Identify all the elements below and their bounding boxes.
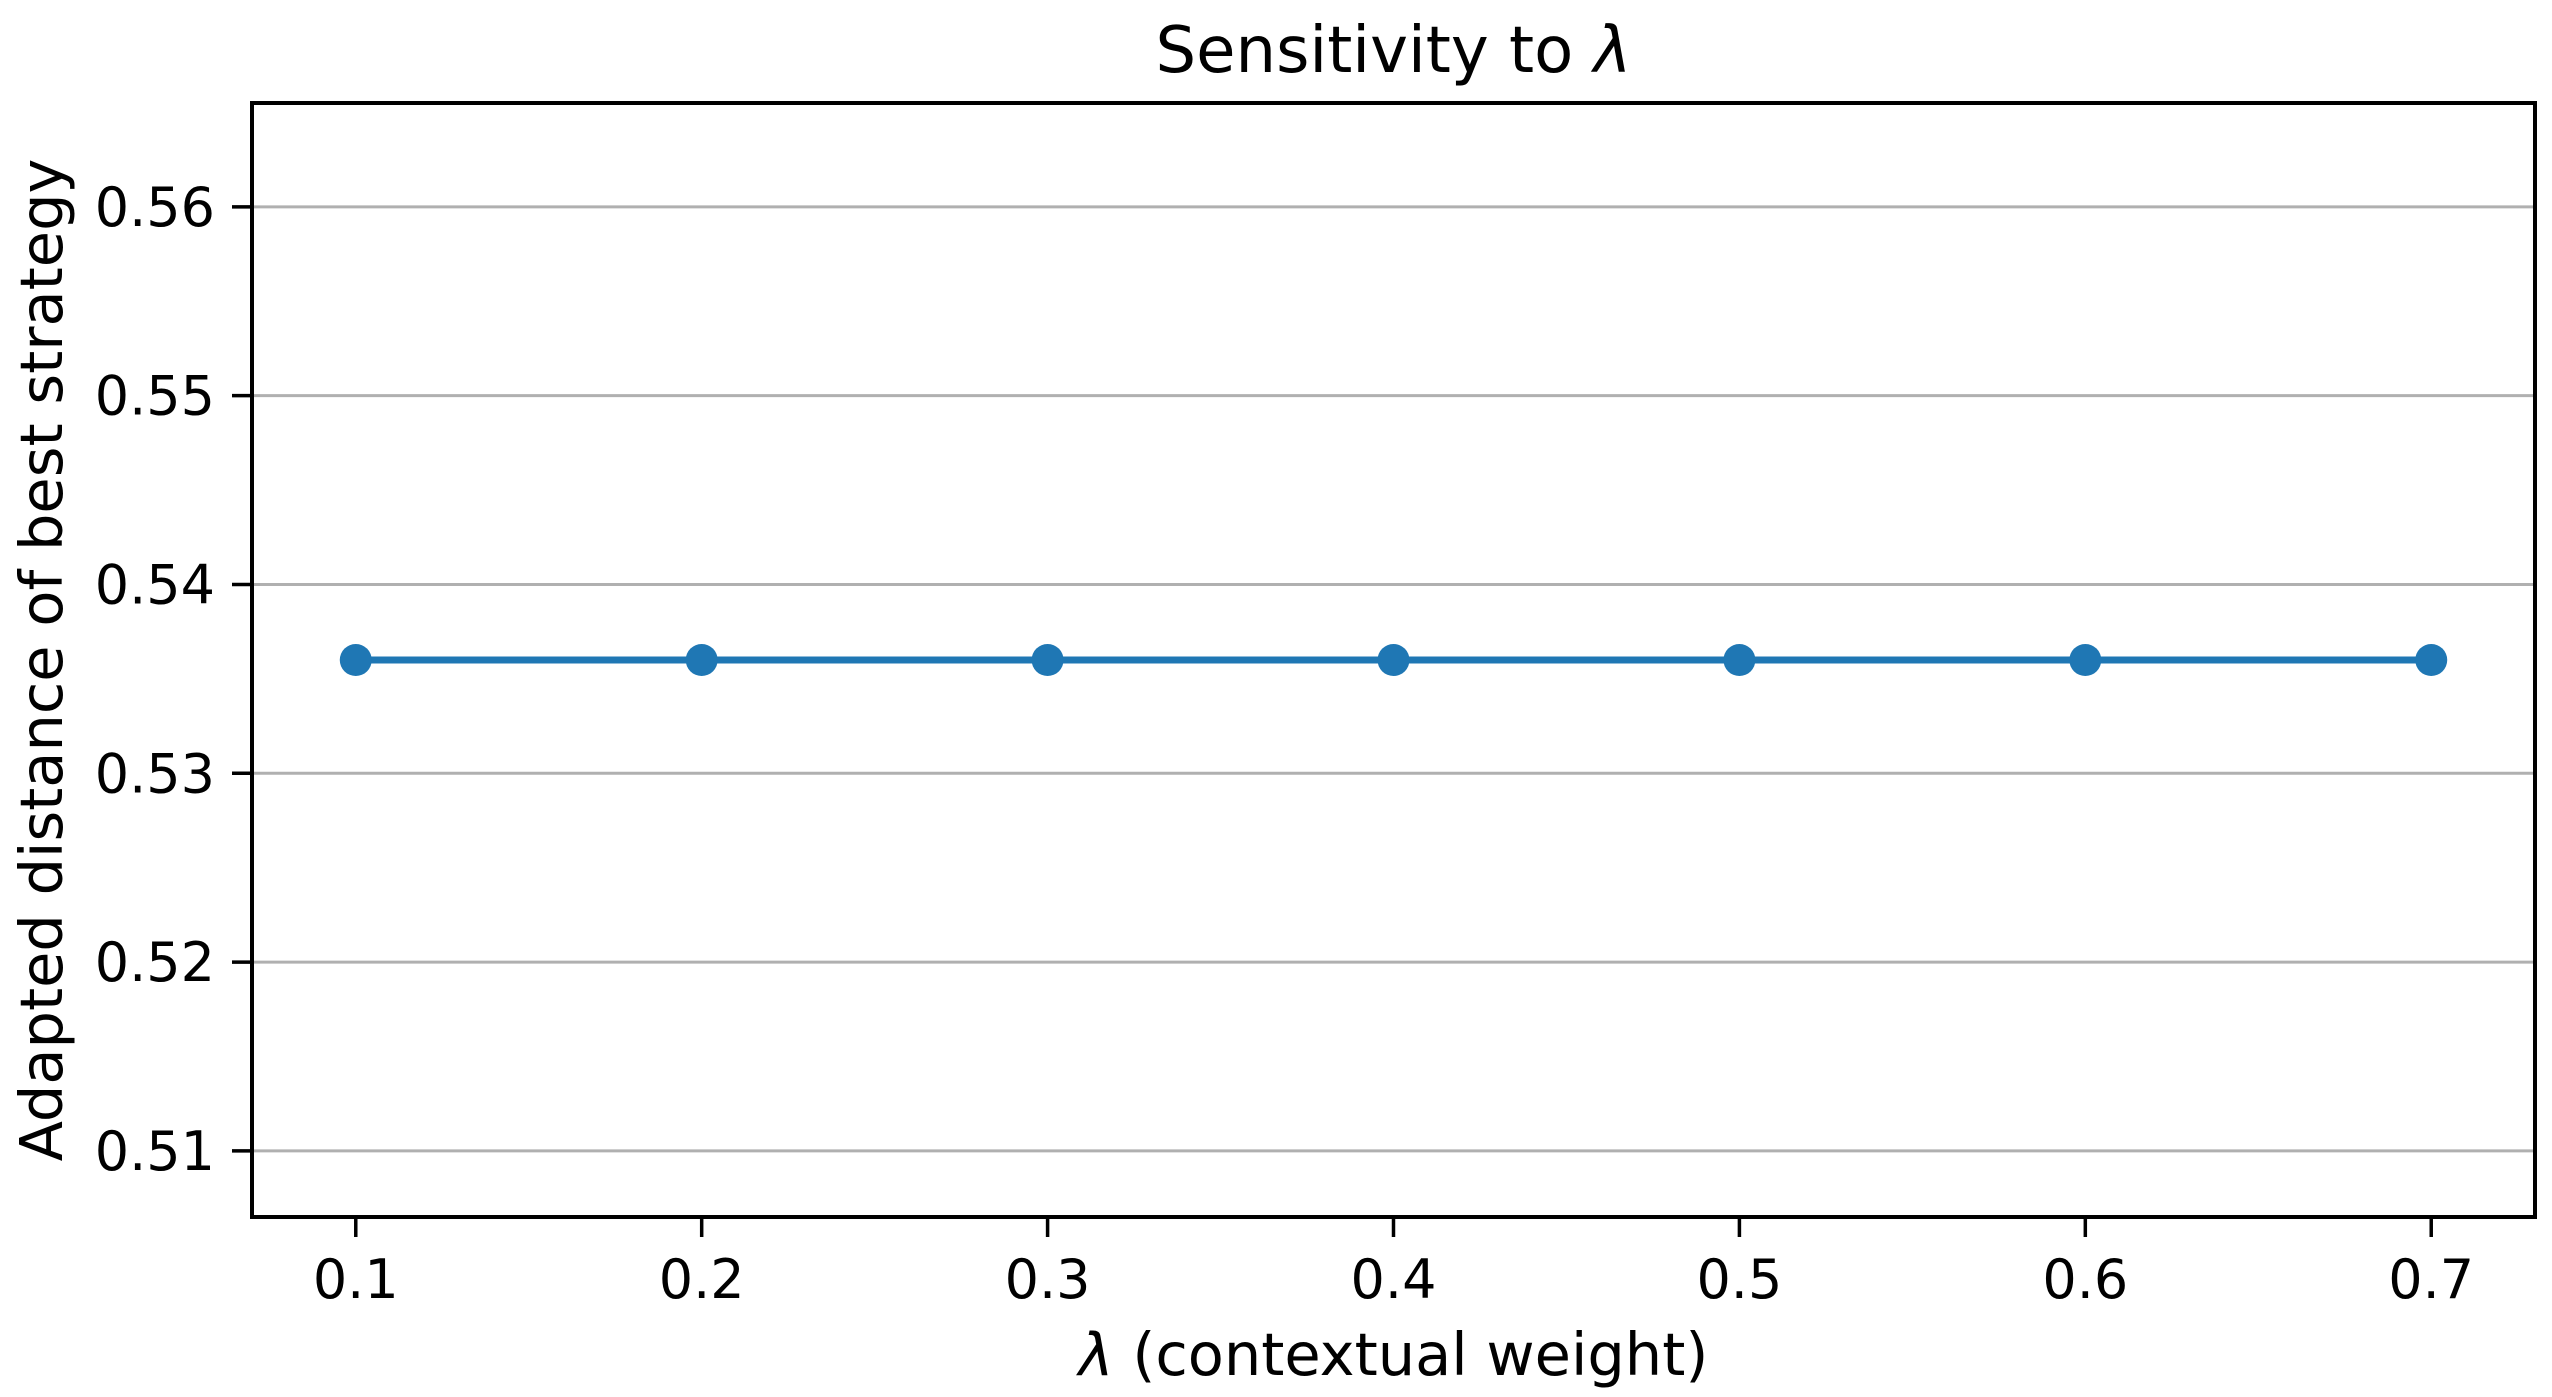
y-axis-label: Adapted distance of best strategy	[7, 159, 76, 1162]
y-tick-label: 0.54	[95, 553, 215, 616]
x-tick-label: 0.7	[2388, 1248, 2474, 1311]
data-point	[1377, 644, 1410, 676]
x-tick-label: 0.4	[1351, 1248, 1437, 1311]
data-point	[2415, 644, 2448, 676]
data-point	[1031, 644, 1064, 676]
x-axis-label: λ (contextual weight)	[1076, 1320, 1709, 1389]
x-tick-label: 0.5	[1696, 1248, 1782, 1311]
data-point	[685, 644, 718, 676]
x-tick-label: 0.6	[2042, 1248, 2128, 1311]
x-tick-label: 0.1	[313, 1248, 399, 1311]
data-point	[339, 644, 372, 676]
x-tick-label: 0.2	[659, 1248, 745, 1311]
data-point	[1723, 644, 1756, 676]
data-point	[2069, 644, 2102, 676]
y-tick-label: 0.55	[95, 365, 215, 428]
y-tick-label: 0.56	[95, 176, 215, 239]
y-tick-label: 0.53	[95, 742, 215, 805]
y-tick-label: 0.52	[95, 931, 215, 994]
x-tick-label: 0.3	[1005, 1248, 1091, 1311]
y-tick-label: 0.51	[95, 1120, 215, 1183]
chart-title: Sensitivity to λ	[1156, 14, 1632, 88]
